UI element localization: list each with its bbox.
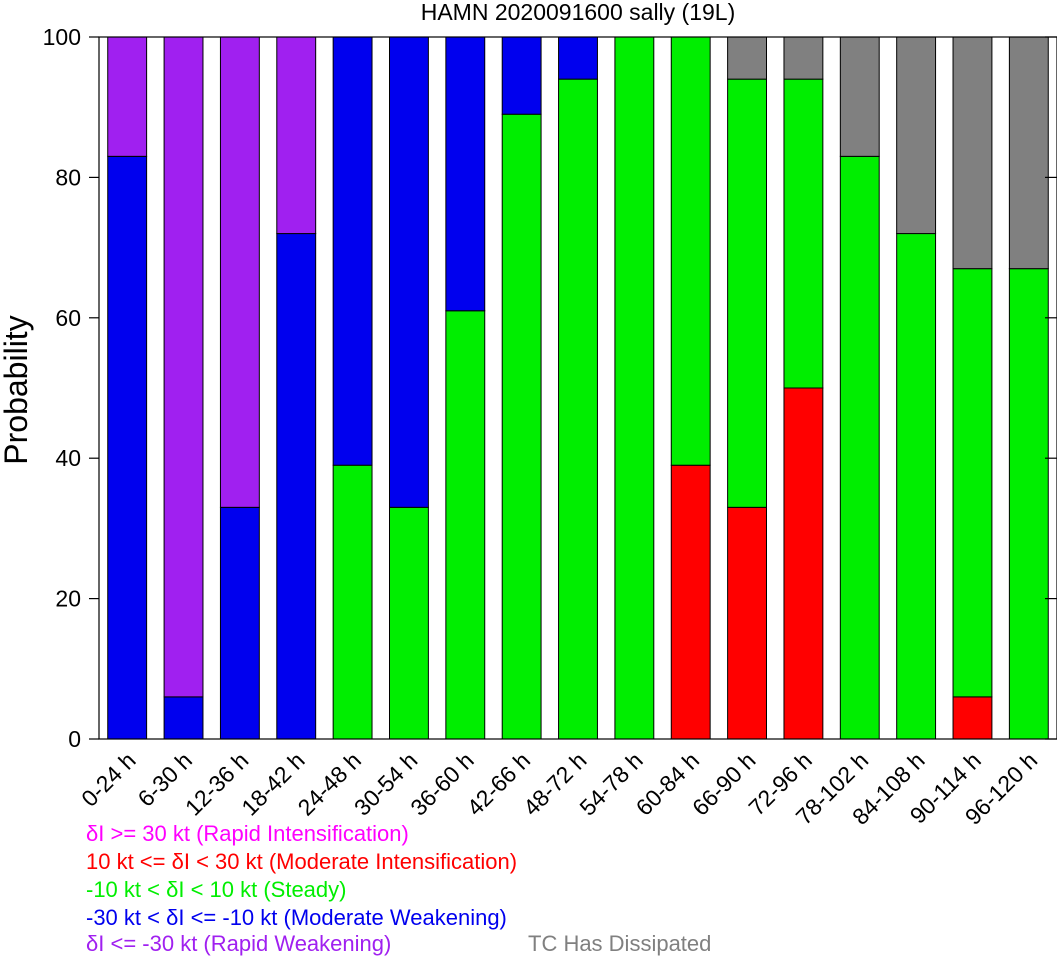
- bars-group: [107, 36, 1049, 740]
- bar-dissipated-90-114h: [952, 36, 993, 270]
- bar-dissipated-66-90h: [727, 36, 768, 80]
- bar-dissipated-72-96h: [783, 36, 824, 80]
- bar-moderate_intensification-66-90h: [727, 506, 768, 740]
- bar-dissipated-84-108h: [896, 36, 937, 235]
- bar-steady-96-120h: [1008, 268, 1049, 740]
- bar-steady-36-60h: [445, 310, 486, 740]
- legend-moderate-weakening: -30 kt < δI <= -10 kt (Moderate Weakenin…: [86, 905, 507, 930]
- y-tick-label: 80: [55, 164, 81, 190]
- y-axis-label: Probability: [0, 315, 34, 464]
- bar-moderate_weakening-48-72h: [558, 36, 598, 80]
- bar-steady-54-78h: [614, 36, 655, 740]
- bar-steady-90-114h: [952, 268, 993, 698]
- y-tick-label: 20: [55, 586, 81, 612]
- bar-dissipated-96-120h: [1008, 36, 1049, 270]
- bar-steady-78-102h: [839, 155, 880, 740]
- y-tick-label: 60: [55, 305, 81, 331]
- bar-moderate_weakening-6-30h: [163, 696, 204, 740]
- legend-rapid-weakening: δI <= -30 kt (Rapid Weakening): [86, 931, 392, 956]
- bar-moderate_weakening-30-54h: [388, 36, 429, 508]
- bar-moderate_weakening-12-36h: [219, 506, 260, 740]
- legend-steady: -10 kt < δI < 10 kt (Steady): [86, 877, 347, 902]
- bar-rapid_weakening-0-24h: [107, 36, 148, 157]
- bar-steady-60-84h: [670, 36, 711, 466]
- bar-steady-24-48h: [332, 464, 373, 740]
- legend-moderate-intensification: 10 kt <= δI < 30 kt (Moderate Intensific…: [86, 849, 518, 874]
- chart-title: HAMN 2020091600 sally (19L): [421, 0, 736, 25]
- legend-rapid-intensification: δI >= 30 kt (Rapid Intensification): [86, 821, 409, 846]
- bar-rapid_weakening-12-36h: [219, 36, 260, 508]
- bar-moderate_intensification-60-84h: [670, 464, 711, 740]
- bar-dissipated-78-102h: [839, 36, 880, 157]
- bar-moderate_weakening-18-42h: [276, 233, 317, 740]
- bar-steady-48-72h: [558, 78, 598, 740]
- bar-moderate_weakening-0-24h: [107, 155, 148, 740]
- bar-steady-84-108h: [896, 233, 937, 740]
- y-tick-label: 0: [68, 726, 81, 752]
- bar-rapid_weakening-6-30h: [163, 36, 204, 698]
- bar-steady-66-90h: [727, 78, 768, 508]
- bar-moderate_weakening-42-66h: [501, 36, 542, 115]
- bar-steady-30-54h: [388, 506, 429, 740]
- y-tick-label: 40: [55, 445, 81, 471]
- plot-frame: [98, 36, 1057, 740]
- bar-moderate_weakening-36-60h: [445, 36, 486, 312]
- bar-steady-42-66h: [501, 113, 542, 740]
- x-tick-label: 0-24 h: [76, 747, 141, 812]
- bar-moderate_intensification-90-114h: [952, 696, 993, 740]
- bar-moderate_intensification-72-96h: [783, 387, 824, 740]
- bar-rapid_weakening-18-42h: [276, 36, 317, 235]
- bar-steady-72-96h: [783, 78, 824, 389]
- bar-moderate_weakening-24-48h: [332, 36, 373, 466]
- legend-dissipated: TC Has Dissipated: [528, 931, 712, 956]
- y-tick-label: 100: [43, 24, 81, 50]
